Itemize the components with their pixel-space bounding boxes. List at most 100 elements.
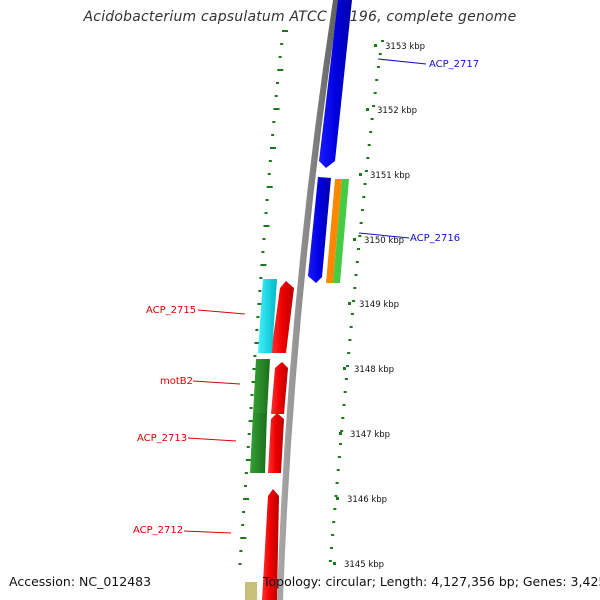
gc-content-dots xyxy=(238,30,384,565)
gc-dot xyxy=(252,368,256,370)
gc-dot xyxy=(238,563,242,565)
gc-dot xyxy=(366,157,370,159)
gc-dot xyxy=(259,277,263,279)
tick-label: 3151 kbp xyxy=(370,171,410,181)
position-ticks: 3153 kbp 3152 kbp 3151 kbp 3150 kbp 3149 kbp… xyxy=(333,42,425,570)
gc-dot xyxy=(375,79,379,81)
gc-dot xyxy=(335,482,339,484)
map-title: Acidobacterium capsulatum ATCC 51196, co… xyxy=(83,9,517,25)
gc-dot xyxy=(271,134,275,136)
gc-dot xyxy=(353,287,357,289)
gene-label-acp2715[interactable]: ACP_2715 xyxy=(146,305,196,316)
gc-dot xyxy=(332,521,336,523)
tick-mark xyxy=(353,238,356,241)
gc-dot xyxy=(362,196,366,198)
feature-green-motb2[interactable] xyxy=(253,359,270,414)
gc-dot xyxy=(367,144,371,146)
gene-label-motb2[interactable]: motB2 xyxy=(160,376,193,387)
gc-dot xyxy=(253,355,257,357)
tick-mark xyxy=(348,302,351,305)
gc-dot xyxy=(364,170,368,172)
feature-light-green[interactable] xyxy=(333,179,349,283)
gc-dot xyxy=(241,524,245,526)
feature-green-acp2713[interactable] xyxy=(250,413,267,473)
accession-text: Accession: NC_012483 xyxy=(9,574,152,589)
leader-acp2716 xyxy=(358,232,410,239)
cds-reverse-motb2[interactable] xyxy=(271,362,288,414)
gene-label-acp2712[interactable]: ACP_2712 xyxy=(133,525,183,536)
gc-dot xyxy=(256,316,260,318)
cds-reverse-acp2712[interactable] xyxy=(262,489,279,600)
gc-dot xyxy=(358,235,362,237)
leader-acp2713 xyxy=(187,437,237,442)
feature-orange[interactable] xyxy=(326,179,342,283)
tick-mark xyxy=(339,432,342,435)
gc-dot xyxy=(272,121,276,123)
gc-dot xyxy=(242,511,246,513)
tick-mark xyxy=(359,173,362,176)
gc-dot xyxy=(260,264,267,266)
gc-dot xyxy=(339,443,343,445)
gene-label-acp2717[interactable]: ACP_2717 xyxy=(429,59,479,70)
cds-reverse-acp2715[interactable] xyxy=(271,281,294,353)
gc-dot xyxy=(244,472,248,474)
gene-label-acp2716[interactable]: ACP_2716 xyxy=(410,233,460,244)
gc-dot xyxy=(245,459,252,461)
gc-dot xyxy=(378,53,382,55)
gene-label-acp2713[interactable]: ACP_2713 xyxy=(137,433,187,444)
feature-cyan[interactable] xyxy=(258,279,277,353)
gc-dot xyxy=(255,329,259,331)
gc-dot xyxy=(349,326,353,328)
tick-label: 3145 kbp xyxy=(344,560,384,570)
gc-dot xyxy=(359,222,363,224)
tick-label: 3146 kbp xyxy=(347,495,387,505)
cds-forward-acp2716[interactable] xyxy=(308,177,331,283)
gc-dot xyxy=(261,251,265,253)
gc-dot xyxy=(336,469,340,471)
gc-dot xyxy=(257,303,264,305)
gc-dot xyxy=(346,365,350,367)
genome-backbone xyxy=(277,0,339,600)
gc-dot xyxy=(243,485,247,487)
gc-dot xyxy=(275,82,279,84)
gc-dot xyxy=(248,420,255,422)
gc-dot xyxy=(369,131,373,133)
gc-dot xyxy=(266,186,273,188)
gc-dot xyxy=(342,404,346,406)
cds-forward-top[interactable] xyxy=(319,0,352,168)
gc-dot xyxy=(350,313,354,315)
gc-dot xyxy=(372,105,376,107)
gc-dot xyxy=(258,290,262,292)
gc-dot xyxy=(273,108,280,110)
gc-dot xyxy=(277,69,284,71)
feature-khaki[interactable] xyxy=(245,582,257,600)
gc-dot xyxy=(270,147,277,149)
gc-dot xyxy=(329,547,333,549)
leader-motb2 xyxy=(192,380,241,385)
tick-mark xyxy=(336,497,339,500)
gc-dot xyxy=(243,498,250,500)
gc-dot xyxy=(250,394,254,396)
leader-acp2715 xyxy=(197,309,246,315)
gc-dot xyxy=(251,381,258,383)
gc-dot xyxy=(340,430,344,432)
gc-dot xyxy=(263,225,270,227)
gc-dot xyxy=(249,407,253,409)
tick-label: 3152 kbp xyxy=(377,106,417,116)
gc-dot xyxy=(344,378,348,380)
gc-dot xyxy=(381,40,384,42)
gc-dot xyxy=(278,56,282,58)
gc-dot xyxy=(246,446,250,448)
tick-mark xyxy=(374,44,377,47)
tick-mark xyxy=(343,367,346,370)
cds-reverse-acp2713[interactable] xyxy=(268,413,284,473)
gc-dot xyxy=(337,456,341,458)
gc-dot xyxy=(274,95,278,97)
gc-dot xyxy=(265,199,269,201)
tick-label: 3149 kbp xyxy=(359,300,399,310)
gc-dot xyxy=(331,534,335,536)
gc-dot xyxy=(357,248,361,250)
gc-dot xyxy=(360,209,364,211)
gc-dot xyxy=(239,550,243,552)
gc-dot xyxy=(267,173,271,175)
